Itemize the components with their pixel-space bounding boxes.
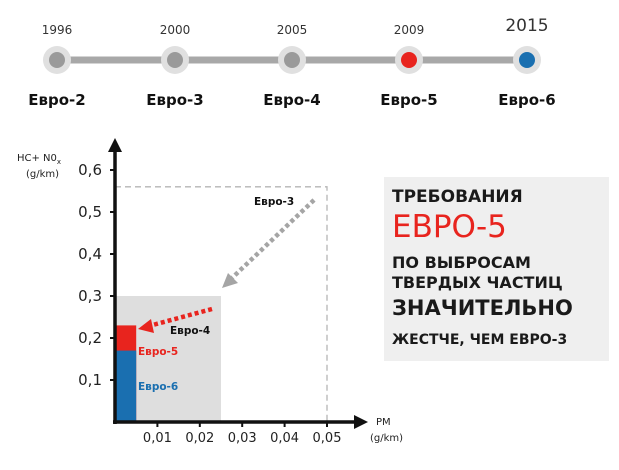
region-label: Евро-3 [254, 196, 294, 208]
x-tick-label: 0,04 [270, 431, 299, 446]
region-label: Евро-5 [138, 346, 178, 358]
y-tick-label: 0,1 [78, 371, 102, 389]
timeline: 1996 Евро-2 2000 Евро-3 2005 Евро-4 2009 Евро-5… [28, 16, 555, 109]
timeline-year: 2015 [505, 16, 548, 36]
timeline-node [519, 52, 535, 68]
timeline-node [401, 52, 417, 68]
timeline-standard-label: Евро-5 [380, 91, 437, 109]
timeline-year: 1996 [42, 23, 73, 37]
timeline-node [49, 52, 65, 68]
timeline-standard-label: Евро-3 [146, 91, 203, 109]
panel-line-stricter: ЖЕСТЧЕ, ЧЕМ ЕВРО-3 [392, 332, 568, 348]
timeline-year: 2009 [394, 23, 425, 37]
timeline-standard-label: Евро-2 [28, 91, 85, 109]
x-axis-arrow [354, 415, 368, 429]
emissions-chart: 0,10,20,30,40,50,6 0,01 0,02 0,03 0,04 0,05 … [17, 138, 403, 446]
panel-line-requirements: ТРЕБОВАНИЯ [392, 187, 523, 207]
region-label: Евро-4 [170, 325, 210, 337]
arrow-euro3-head [222, 273, 238, 288]
arrow-euro3-to-euro4 [230, 198, 316, 280]
panel-line-significantly: ЗНАЧИТЕЛЬНО [392, 296, 573, 320]
arrow-euro4-head [138, 319, 154, 333]
x-tick-label: 0,02 [185, 431, 214, 446]
timeline-year: 2005 [277, 23, 308, 37]
y-axis-arrow [108, 138, 122, 152]
panel-line-emissions: ПО ВЫБРОСАМ [392, 253, 531, 272]
x-tick-label: 0,05 [313, 431, 342, 446]
y-tick-label: 0,3 [78, 287, 102, 305]
y-tick-label: 0,6 [78, 161, 102, 179]
info-panel: ТРЕБОВАНИЯ ЕВРО-5 ПО ВЫБРОСАМ ТВЕРДЫХ ЧА… [384, 177, 609, 361]
timeline-node [284, 52, 300, 68]
x-axis-unit: (g/km) [370, 433, 403, 444]
x-axis-label: PM [376, 417, 391, 428]
region-euro3 [115, 186, 328, 422]
x-tick-label: 0,01 [143, 431, 172, 446]
timeline-node [167, 52, 183, 68]
timeline-standard-label: Евро-6 [498, 91, 555, 109]
timeline-year: 2000 [160, 23, 191, 37]
region-label: Евро-6 [138, 381, 178, 393]
timeline-standard-label: Евро-4 [263, 91, 320, 109]
x-tick-label: 0,03 [228, 431, 257, 446]
y-tick-label: 0,4 [78, 245, 102, 263]
y-axis-unit: (g/km) [26, 169, 59, 180]
arrow-euro4-to-euro5 [148, 306, 213, 329]
y-tick-label: 0,2 [78, 329, 102, 347]
panel-line-euro5: ЕВРО-5 [392, 209, 507, 245]
panel-line-particles: ТВЕРДЫХ ЧАСТИЦ [392, 273, 563, 292]
y-tick-label: 0,5 [78, 203, 102, 221]
region-euro6 [115, 350, 137, 422]
y-axis-label: HC+ N0x [17, 153, 61, 166]
